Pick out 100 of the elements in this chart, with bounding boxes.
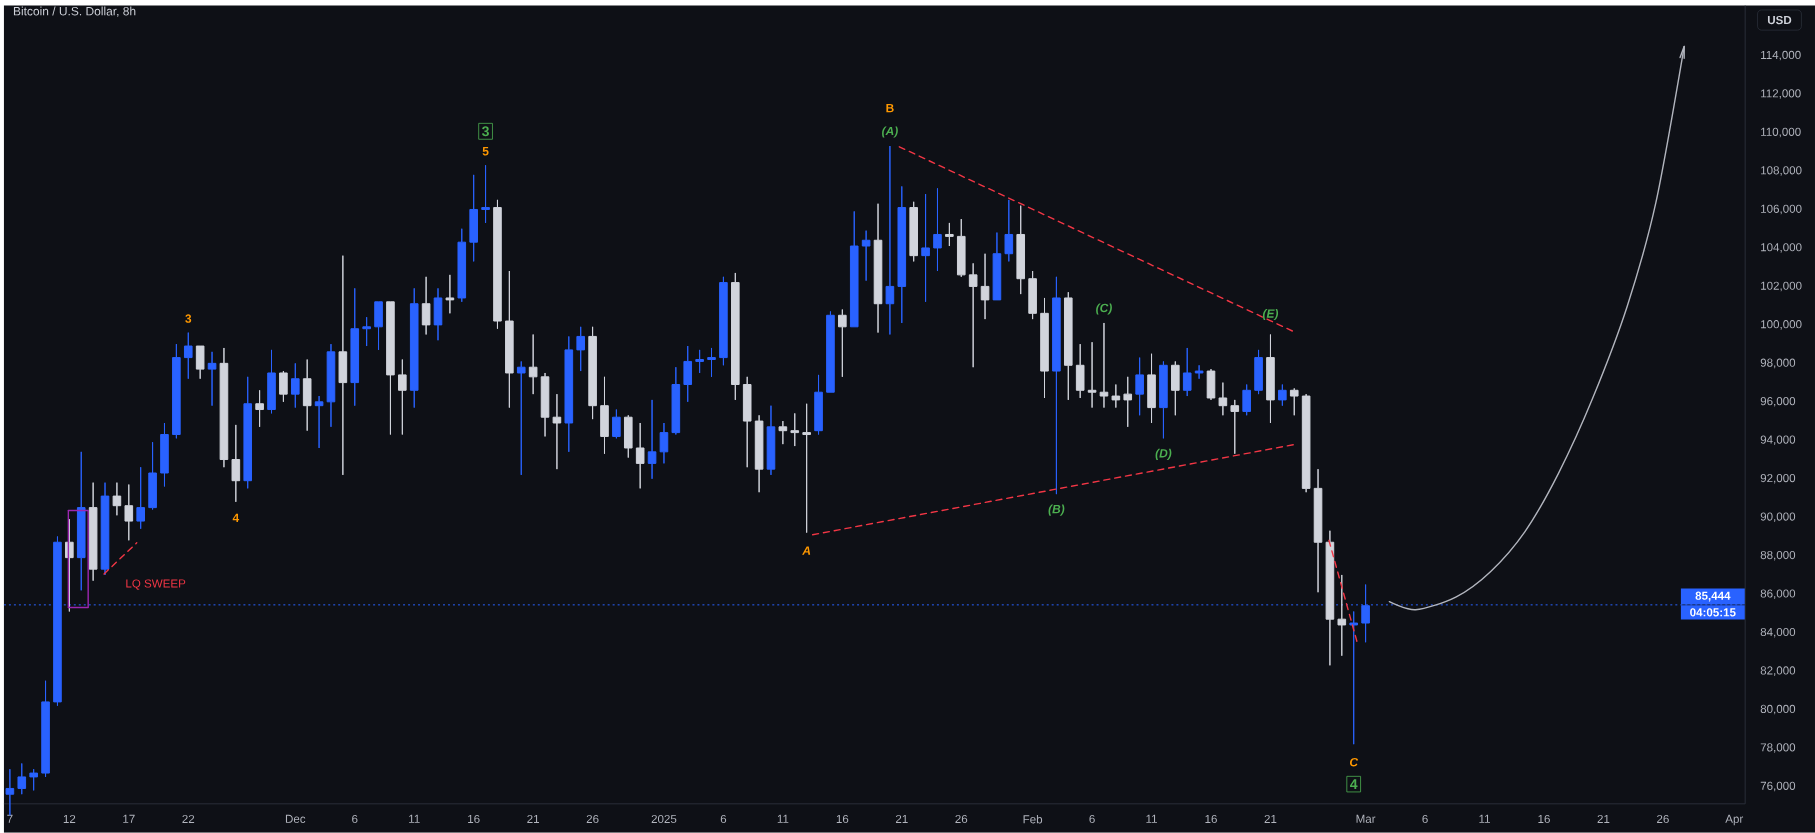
annotation: B [886, 104, 894, 113]
x-tick-label: 11 [777, 814, 789, 823]
x-tick-label: 21 [895, 815, 908, 824]
annotation: 5 [482, 147, 489, 156]
candlestick [635, 422, 645, 489]
candlestick [1182, 347, 1192, 397]
y-tick-label: 104,000 [1761, 243, 1802, 253]
x-tick-label: 2025 [651, 815, 677, 824]
candlestick [540, 372, 550, 438]
annotation: (D) [1155, 448, 1172, 461]
candlestick [1123, 376, 1133, 428]
x-tick-label: Feb [1023, 815, 1043, 824]
x-tick-label: 16 [836, 815, 849, 824]
x-tick-label: 6 [1422, 815, 1428, 824]
candlestick [29, 768, 38, 791]
candlestick [481, 164, 490, 224]
candlestick [374, 301, 383, 351]
candlestick [1218, 382, 1228, 416]
candlestick [956, 218, 966, 278]
annotation: 4 [1350, 779, 1358, 790]
y-tick-label: 86,000 [1760, 589, 1796, 600]
candlestick [386, 301, 395, 436]
x-tick-label: 11 [1479, 814, 1490, 823]
candlestick [695, 349, 704, 374]
y-tick-label: 76,000 [1760, 781, 1796, 792]
x-tick-label: 11 [1146, 814, 1157, 823]
candlestick [1063, 291, 1073, 401]
candlestick [231, 424, 241, 503]
candlestick [588, 326, 597, 420]
candlestick [243, 376, 253, 489]
candlestick [671, 366, 681, 436]
candlestick [457, 228, 467, 303]
candlestick [1278, 384, 1287, 407]
candlestick [623, 414, 633, 459]
candlestick [112, 482, 122, 516]
candlestick [742, 376, 752, 468]
candlestick [207, 351, 217, 407]
candlestick [1337, 574, 1347, 657]
candlestick [600, 376, 609, 455]
candlestick [897, 186, 907, 324]
candlestick [552, 393, 562, 470]
candlestick [909, 201, 918, 263]
candlestick [1099, 322, 1109, 409]
candlestick [1301, 393, 1311, 493]
candlestick [100, 482, 110, 576]
candlestick [838, 309, 847, 378]
y-tick-label: 82,000 [1760, 666, 1796, 676]
y-tick-label: 96,000 [1760, 397, 1796, 407]
annotation: A [802, 546, 811, 555]
x-tick-label: Dec [285, 814, 306, 824]
candlestick [124, 484, 134, 541]
x-tick-label: 16 [1538, 815, 1550, 824]
candlestick [1087, 341, 1097, 409]
annotation: (C) [1096, 303, 1112, 315]
annotation: 3 [185, 314, 192, 323]
candlestick [279, 370, 288, 403]
candlestick [1206, 368, 1216, 401]
candlestick [873, 203, 883, 334]
x-tick-label: Apr [1725, 814, 1744, 826]
candlestick [1171, 361, 1180, 416]
candlestick [933, 187, 942, 272]
x-tick-label: 21 [1597, 815, 1610, 824]
candlestick [1028, 270, 1037, 320]
candlestick [968, 262, 978, 368]
candlestick [516, 361, 526, 476]
candlestick [1111, 384, 1121, 409]
candlestick [576, 326, 586, 372]
x-tick-label: 16 [1205, 815, 1217, 824]
x-tick-label: 21 [527, 815, 540, 824]
candlestick [849, 211, 859, 328]
annotation: C [1349, 758, 1359, 767]
candlestick [945, 222, 954, 247]
x-tick-label: 16 [468, 815, 480, 824]
candlestick [778, 420, 788, 445]
candlestick [1004, 199, 1014, 263]
candlestick [1052, 276, 1061, 495]
candlestick [160, 422, 169, 488]
y-tick-label: 94,000 [1760, 435, 1796, 446]
candlestick [136, 466, 145, 530]
candlestick [1313, 468, 1323, 593]
candlestick [1325, 530, 1335, 666]
annotation: LQ SWEEP [126, 579, 186, 590]
candlestick [861, 230, 871, 282]
candlestick [1242, 384, 1251, 416]
candlestick [980, 253, 990, 320]
x-tick-label: 26 [586, 815, 599, 824]
candlestick [766, 405, 776, 476]
candlestick [445, 274, 455, 314]
annotation: (E) [1262, 309, 1279, 321]
candlestick [1159, 361, 1168, 439]
y-tick-label: 114,000 [1761, 50, 1801, 61]
candlestick [505, 270, 514, 409]
candlestick [493, 199, 502, 330]
candlestick [219, 347, 229, 468]
candlestick [564, 336, 574, 453]
candlestick [528, 334, 538, 395]
candlestick [814, 374, 823, 436]
candlestick [612, 409, 621, 439]
candlestick [267, 349, 276, 414]
candlestick [719, 276, 728, 366]
